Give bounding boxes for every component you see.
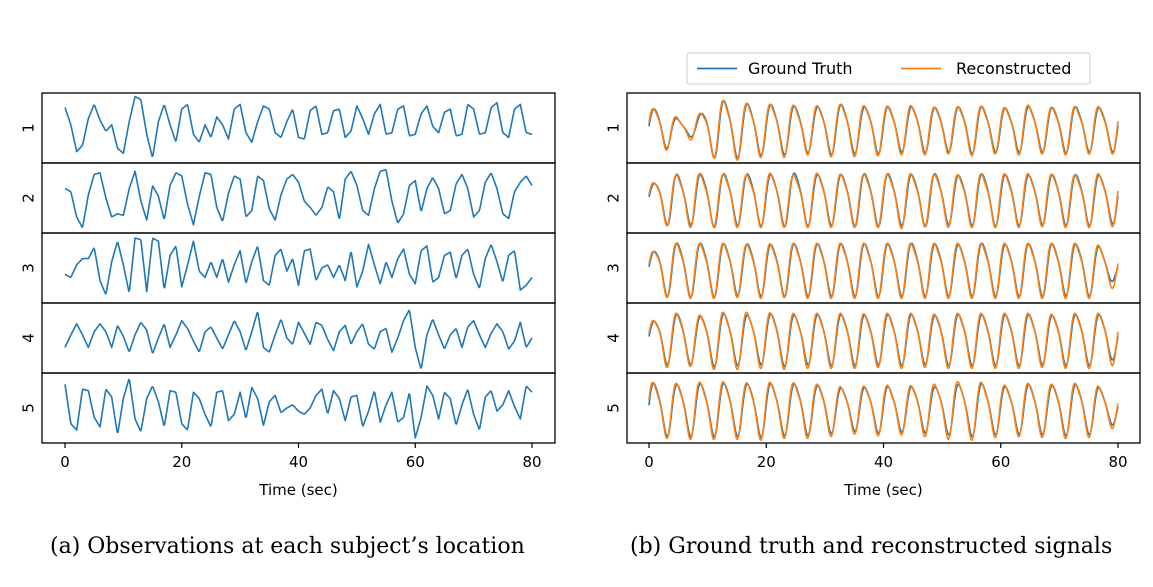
subplot-label-b-2: 2 bbox=[605, 193, 623, 203]
subplot-frame-a-4 bbox=[41, 302, 556, 374]
legend: Ground Truth Reconstructed bbox=[686, 52, 1091, 85]
reconstructed-line-2 bbox=[648, 172, 1119, 230]
subplot-label-a-4: 4 bbox=[20, 333, 38, 343]
observation-line-3 bbox=[64, 237, 533, 295]
ground-truth-line-3 bbox=[648, 242, 1119, 299]
x-tick-label: 0 bbox=[644, 453, 654, 471]
ground-truth-line-4 bbox=[648, 312, 1119, 368]
subplot-frame-a-2 bbox=[41, 162, 556, 234]
x-tick-label: 20 bbox=[172, 453, 191, 471]
x-tick-label: 80 bbox=[522, 453, 541, 471]
subplot-label-a-1: 1 bbox=[20, 123, 38, 133]
observation-line-5 bbox=[64, 378, 533, 439]
legend-ground-truth-label: Ground Truth bbox=[748, 59, 853, 78]
x-tick-label: 80 bbox=[1108, 453, 1127, 471]
x-tick-label: 40 bbox=[289, 453, 308, 471]
panel-b-reconstruction: 1 2 3 4 5 0 20 40 60 80 Time (sec) bbox=[605, 92, 1141, 499]
subplot-label-b-1: 1 bbox=[605, 123, 623, 133]
ground-truth-line-5 bbox=[648, 382, 1119, 439]
observation-line-2 bbox=[64, 168, 533, 228]
subplot-label-b-4: 4 bbox=[605, 333, 623, 343]
ground-truth-line-1 bbox=[648, 100, 1119, 160]
x-tick-label: 20 bbox=[757, 453, 776, 471]
subplot-label-b-3: 3 bbox=[605, 263, 623, 273]
x-tick-label: 60 bbox=[406, 453, 425, 471]
subplot-label-b-5: 5 bbox=[605, 403, 623, 413]
x-tick-label: 40 bbox=[874, 453, 893, 471]
subplot-label-a-2: 2 bbox=[20, 193, 38, 203]
subplot-label-a-3: 3 bbox=[20, 263, 38, 273]
x-tick-label: 60 bbox=[991, 453, 1010, 471]
x-axis-label: Time (sec) bbox=[843, 481, 922, 499]
subplot-frame-a-3 bbox=[41, 232, 556, 304]
legend-box bbox=[686, 52, 1091, 85]
x-tick-label: 0 bbox=[60, 453, 70, 471]
subplot-frame-a-5 bbox=[41, 372, 556, 444]
panel-a-observations: 1 2 3 4 5 0 20 40 60 80 Time (sec) bbox=[20, 92, 556, 499]
subplot-label-a-5: 5 bbox=[20, 403, 38, 413]
legend-reconstructed-label: Reconstructed bbox=[956, 59, 1071, 78]
reconstructed-line-1 bbox=[648, 99, 1119, 162]
observation-line-1 bbox=[64, 95, 533, 158]
caption-panel-b: (b) Ground truth and reconstructed signa… bbox=[630, 534, 1113, 559]
reconstructed-line-3 bbox=[648, 242, 1119, 300]
ground-truth-line-2 bbox=[648, 172, 1119, 229]
x-axis-label: Time (sec) bbox=[258, 481, 337, 499]
observation-line-4 bbox=[64, 309, 533, 369]
caption-panel-a: (a) Observations at each subject’s locat… bbox=[50, 534, 525, 559]
reconstructed-line-5 bbox=[648, 380, 1119, 442]
reconstructed-line-4 bbox=[648, 311, 1119, 371]
